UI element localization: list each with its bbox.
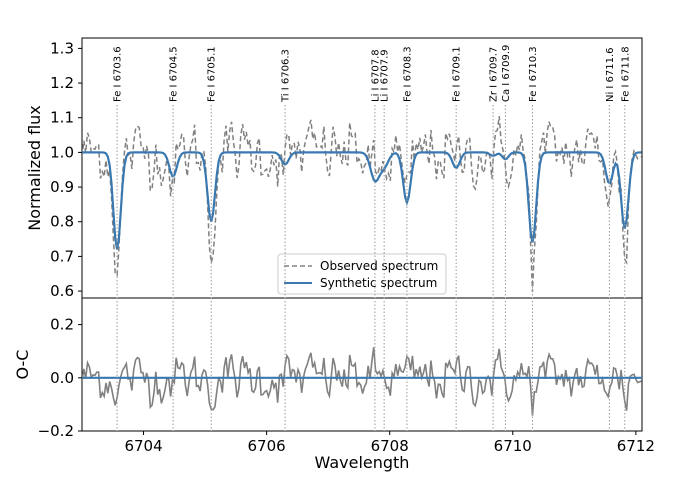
- x-tick-label: 6708: [371, 437, 409, 455]
- bottom-panel-y-axis-label: O-C: [13, 350, 32, 380]
- x-tick-label: 6706: [248, 437, 286, 455]
- legend-synthetic-label: Synthetic spectrum: [320, 276, 437, 290]
- y-tick-label: 0.7: [50, 247, 74, 265]
- spectral-line-label: Fe I 6709.1: [452, 46, 463, 102]
- x-tick-label: 6712: [617, 437, 655, 455]
- spectral-line-markers: Fe I 6703.6 Fe I 6704.5 Fe I 6705.1 Ti I 67…: [113, 45, 631, 431]
- bottom-panel-frame: [81, 297, 643, 432]
- y-tick-label: 0.8: [50, 213, 74, 231]
- y-tick-label: 0.2: [50, 316, 74, 334]
- y-tick-label: −0.2: [38, 422, 74, 440]
- spectral-line-label: Ti I 6706.3: [281, 49, 292, 103]
- bottom-panel-plot-area: [82, 347, 642, 416]
- top-panel-plot-area: [82, 115, 642, 292]
- x-tick-label: 6710: [494, 437, 532, 455]
- legend-box: [277, 253, 447, 295]
- bottom-panel-y-axis: −0.2 0.0 0.2: [38, 316, 82, 440]
- spectral-line-label: Fe I 6711.8: [620, 46, 631, 102]
- synthetic-spectrum-line: [82, 151, 642, 250]
- spectral-line-label: Fe I 6710.3: [528, 46, 539, 102]
- y-tick-label: 0.6: [50, 282, 74, 300]
- y-tick-label: 1.1: [50, 109, 74, 127]
- spectral-line-label: Li I 6707.8: [370, 49, 381, 102]
- spectral-line-label: Ni I 6711.6: [605, 47, 616, 102]
- y-tick-label: 1.0: [50, 143, 74, 161]
- spectral-line-label: Li I 6707.9: [380, 49, 391, 102]
- x-axis-label: Wavelength: [315, 453, 410, 472]
- x-tick-label: 6704: [124, 437, 162, 455]
- spectral-line-label: Fe I 6708.3: [402, 46, 413, 102]
- y-tick-label: 1.2: [50, 74, 74, 92]
- spectral-line-label: Fe I 6703.6: [113, 46, 124, 102]
- top-panel-y-axis-label: Normalized flux: [25, 105, 44, 231]
- y-tick-label: 0.9: [50, 178, 74, 196]
- spectral-line-label: Fe I 6704.5: [169, 46, 180, 102]
- spectral-line-label: Fe I 6705.1: [207, 46, 218, 102]
- observed-spectrum-line: [82, 115, 642, 292]
- spectral-line-label: Zr I 6709.7: [489, 47, 500, 102]
- y-tick-label: 0.0: [50, 369, 74, 387]
- legend: Observed spectrum Synthetic spectrum: [277, 253, 447, 295]
- top-panel-y-axis: 0.6 0.7 0.8 0.9 1.0 1.1 1.2 1.3: [50, 39, 82, 300]
- legend-observed-label: Observed spectrum: [320, 259, 438, 273]
- spectral-line-label: Ca I 6709.9: [501, 45, 512, 102]
- x-axis: 6704 6706 6708 6710 6712: [124, 431, 655, 455]
- residual-line: [82, 347, 642, 416]
- y-tick-label: 1.3: [50, 39, 74, 57]
